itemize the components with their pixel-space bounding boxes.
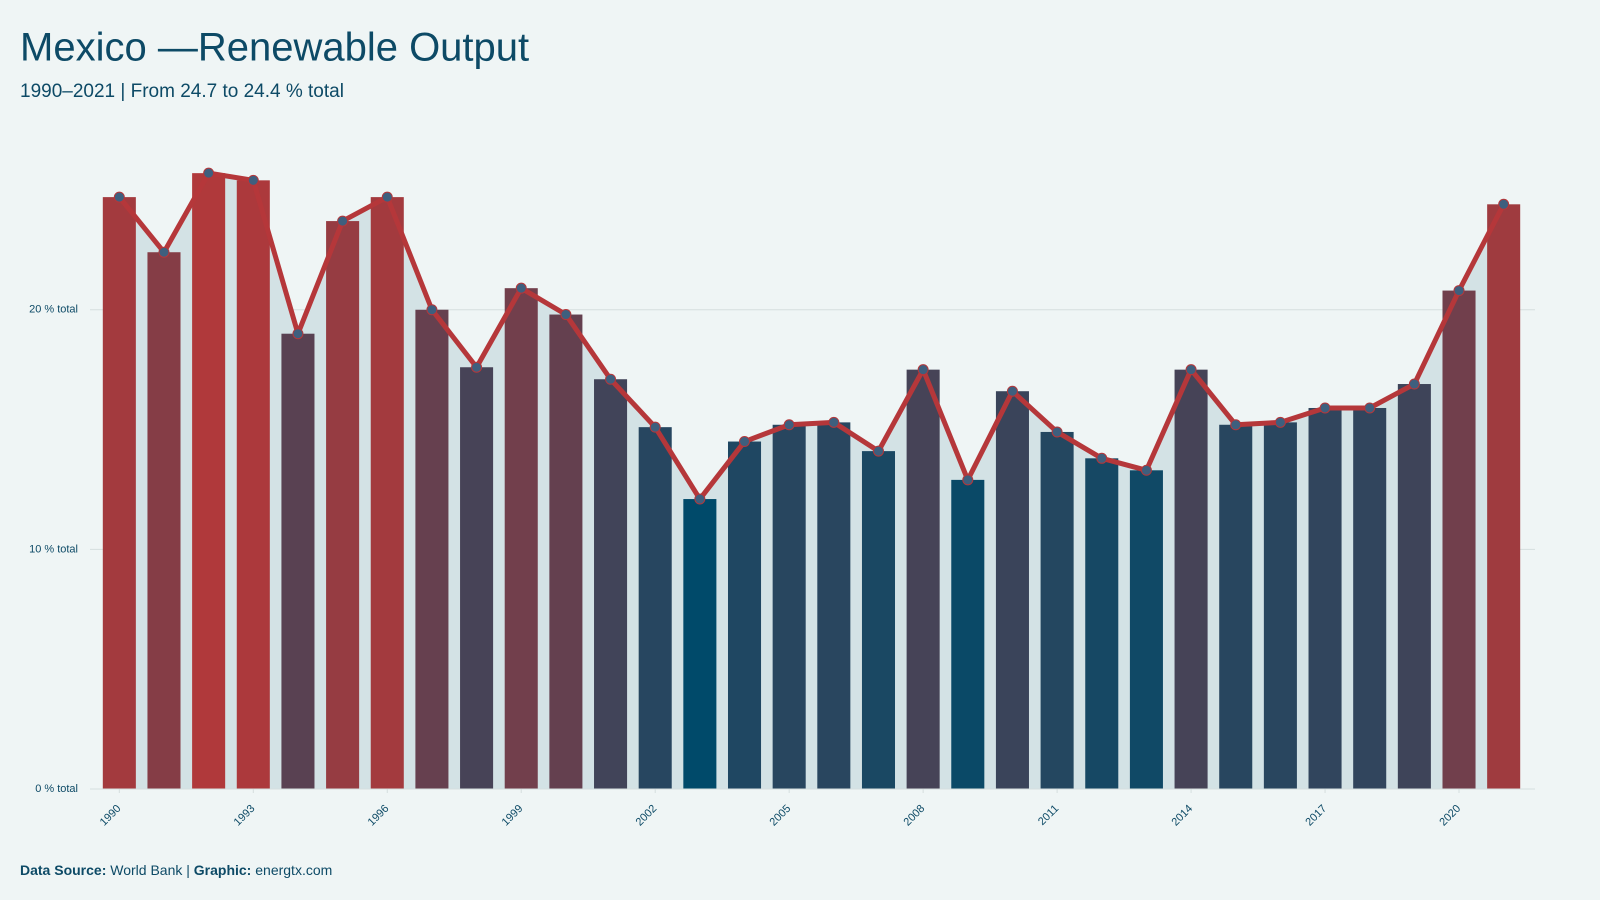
marker — [1453, 285, 1465, 297]
bar — [861, 451, 896, 789]
marker — [1051, 426, 1063, 438]
bar — [951, 479, 985, 789]
marker — [739, 436, 751, 448]
bar — [236, 180, 270, 789]
bar — [326, 221, 360, 790]
marker — [1408, 378, 1420, 390]
marker — [1498, 198, 1510, 210]
footer-graphic: energtx.com — [255, 862, 332, 878]
bar — [1487, 204, 1521, 789]
bar — [504, 288, 538, 789]
bar — [1040, 431, 1074, 789]
bar — [549, 314, 583, 789]
bar — [1353, 407, 1387, 789]
bar — [281, 333, 315, 789]
marker — [426, 304, 438, 316]
bar — [683, 499, 717, 789]
bar — [415, 309, 449, 789]
marker — [694, 493, 706, 505]
bar — [817, 422, 851, 789]
bar — [1219, 424, 1253, 789]
marker — [783, 419, 795, 431]
marker — [247, 174, 259, 186]
marker — [1185, 364, 1197, 376]
bar — [102, 197, 136, 790]
y-tick-label: 20 % total — [29, 304, 78, 316]
marker — [471, 361, 483, 373]
marker — [1319, 402, 1331, 414]
chart-subtitle: 1990–2021 | From 24.7 to 24.4 % total — [20, 81, 344, 102]
bar — [594, 379, 628, 789]
bar — [1308, 407, 1342, 789]
marker — [1006, 385, 1018, 397]
marker — [962, 474, 974, 486]
bar — [1174, 369, 1208, 789]
bar — [1442, 290, 1476, 789]
marker — [381, 191, 393, 203]
line — [117, 170, 1506, 502]
marker — [337, 215, 349, 227]
marker — [1364, 402, 1376, 414]
bar — [1129, 470, 1163, 789]
marker — [1274, 416, 1286, 428]
bar — [1085, 458, 1119, 789]
bar — [906, 369, 940, 789]
footer-source-label: Data Source: — [20, 862, 106, 878]
marker — [1096, 452, 1108, 464]
marker — [203, 167, 215, 179]
bar — [1397, 384, 1431, 789]
bar — [995, 391, 1029, 789]
bar — [727, 441, 762, 789]
marker — [292, 328, 304, 340]
marker — [872, 445, 884, 457]
marker — [515, 282, 527, 294]
y-tick-label: 0 % total — [35, 783, 78, 795]
marker — [917, 364, 929, 376]
y-tick-label: 10 % total — [29, 543, 78, 555]
marker — [560, 309, 572, 321]
marker — [158, 246, 170, 258]
footer-source: World Bank — [110, 862, 183, 878]
marker — [113, 191, 125, 203]
marker — [1230, 419, 1242, 431]
chart-title: Mexico —Renewable Output — [20, 26, 529, 70]
bar — [772, 424, 806, 789]
marker — [828, 416, 840, 428]
marker — [649, 421, 661, 433]
bar — [638, 427, 672, 789]
footer-separator: | — [186, 862, 190, 878]
bar — [1263, 422, 1297, 789]
bar — [192, 173, 226, 789]
footer: Data Source: World Bank | Graphic: energ… — [20, 862, 332, 878]
bar — [147, 252, 181, 790]
marker — [605, 373, 617, 385]
footer-graphic-label: Graphic: — [194, 862, 252, 878]
bar — [370, 197, 404, 790]
bar — [460, 367, 494, 789]
marker — [1140, 464, 1152, 476]
